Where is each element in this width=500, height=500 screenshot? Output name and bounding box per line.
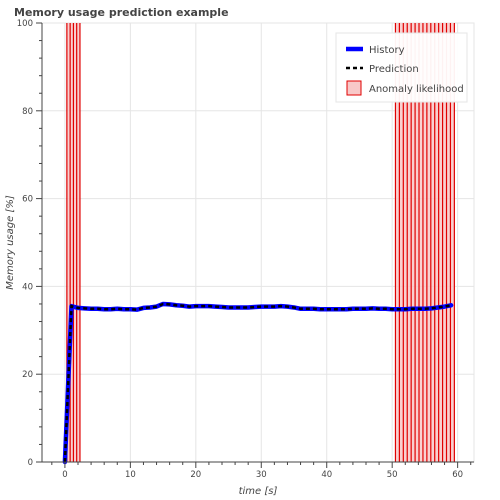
x-tick-label: 40 <box>321 470 332 480</box>
x-tick-label: 20 <box>190 470 201 480</box>
chart-title: Memory usage prediction example <box>14 6 229 19</box>
y-tick-label: 80 <box>22 107 33 117</box>
y-tick-label: 20 <box>22 370 33 380</box>
y-tick-label: 40 <box>22 282 33 292</box>
x-tick-label: 0 <box>62 470 67 480</box>
legend: History Prediction Anomaly likelihood <box>335 32 468 103</box>
legend-label: Prediction <box>369 64 419 75</box>
x-tick-label: 10 <box>125 470 136 480</box>
x-tick-label: 30 <box>256 470 267 480</box>
y-tick-label: 60 <box>22 195 33 205</box>
y-tick-label: 100 <box>17 19 33 29</box>
prediction-line <box>63 302 452 463</box>
x-tick-label: 60 <box>452 470 463 480</box>
y-tick-label: 0 <box>28 458 33 468</box>
x-tick-label: 50 <box>387 470 398 480</box>
legend-label: Anomaly likelihood <box>369 84 464 95</box>
legend-swatch-anomaly <box>346 80 362 96</box>
x-axis-label: time [s] <box>239 486 278 497</box>
y-axis-label: Memory usage [%] <box>5 195 16 290</box>
legend-label: History <box>369 45 405 56</box>
